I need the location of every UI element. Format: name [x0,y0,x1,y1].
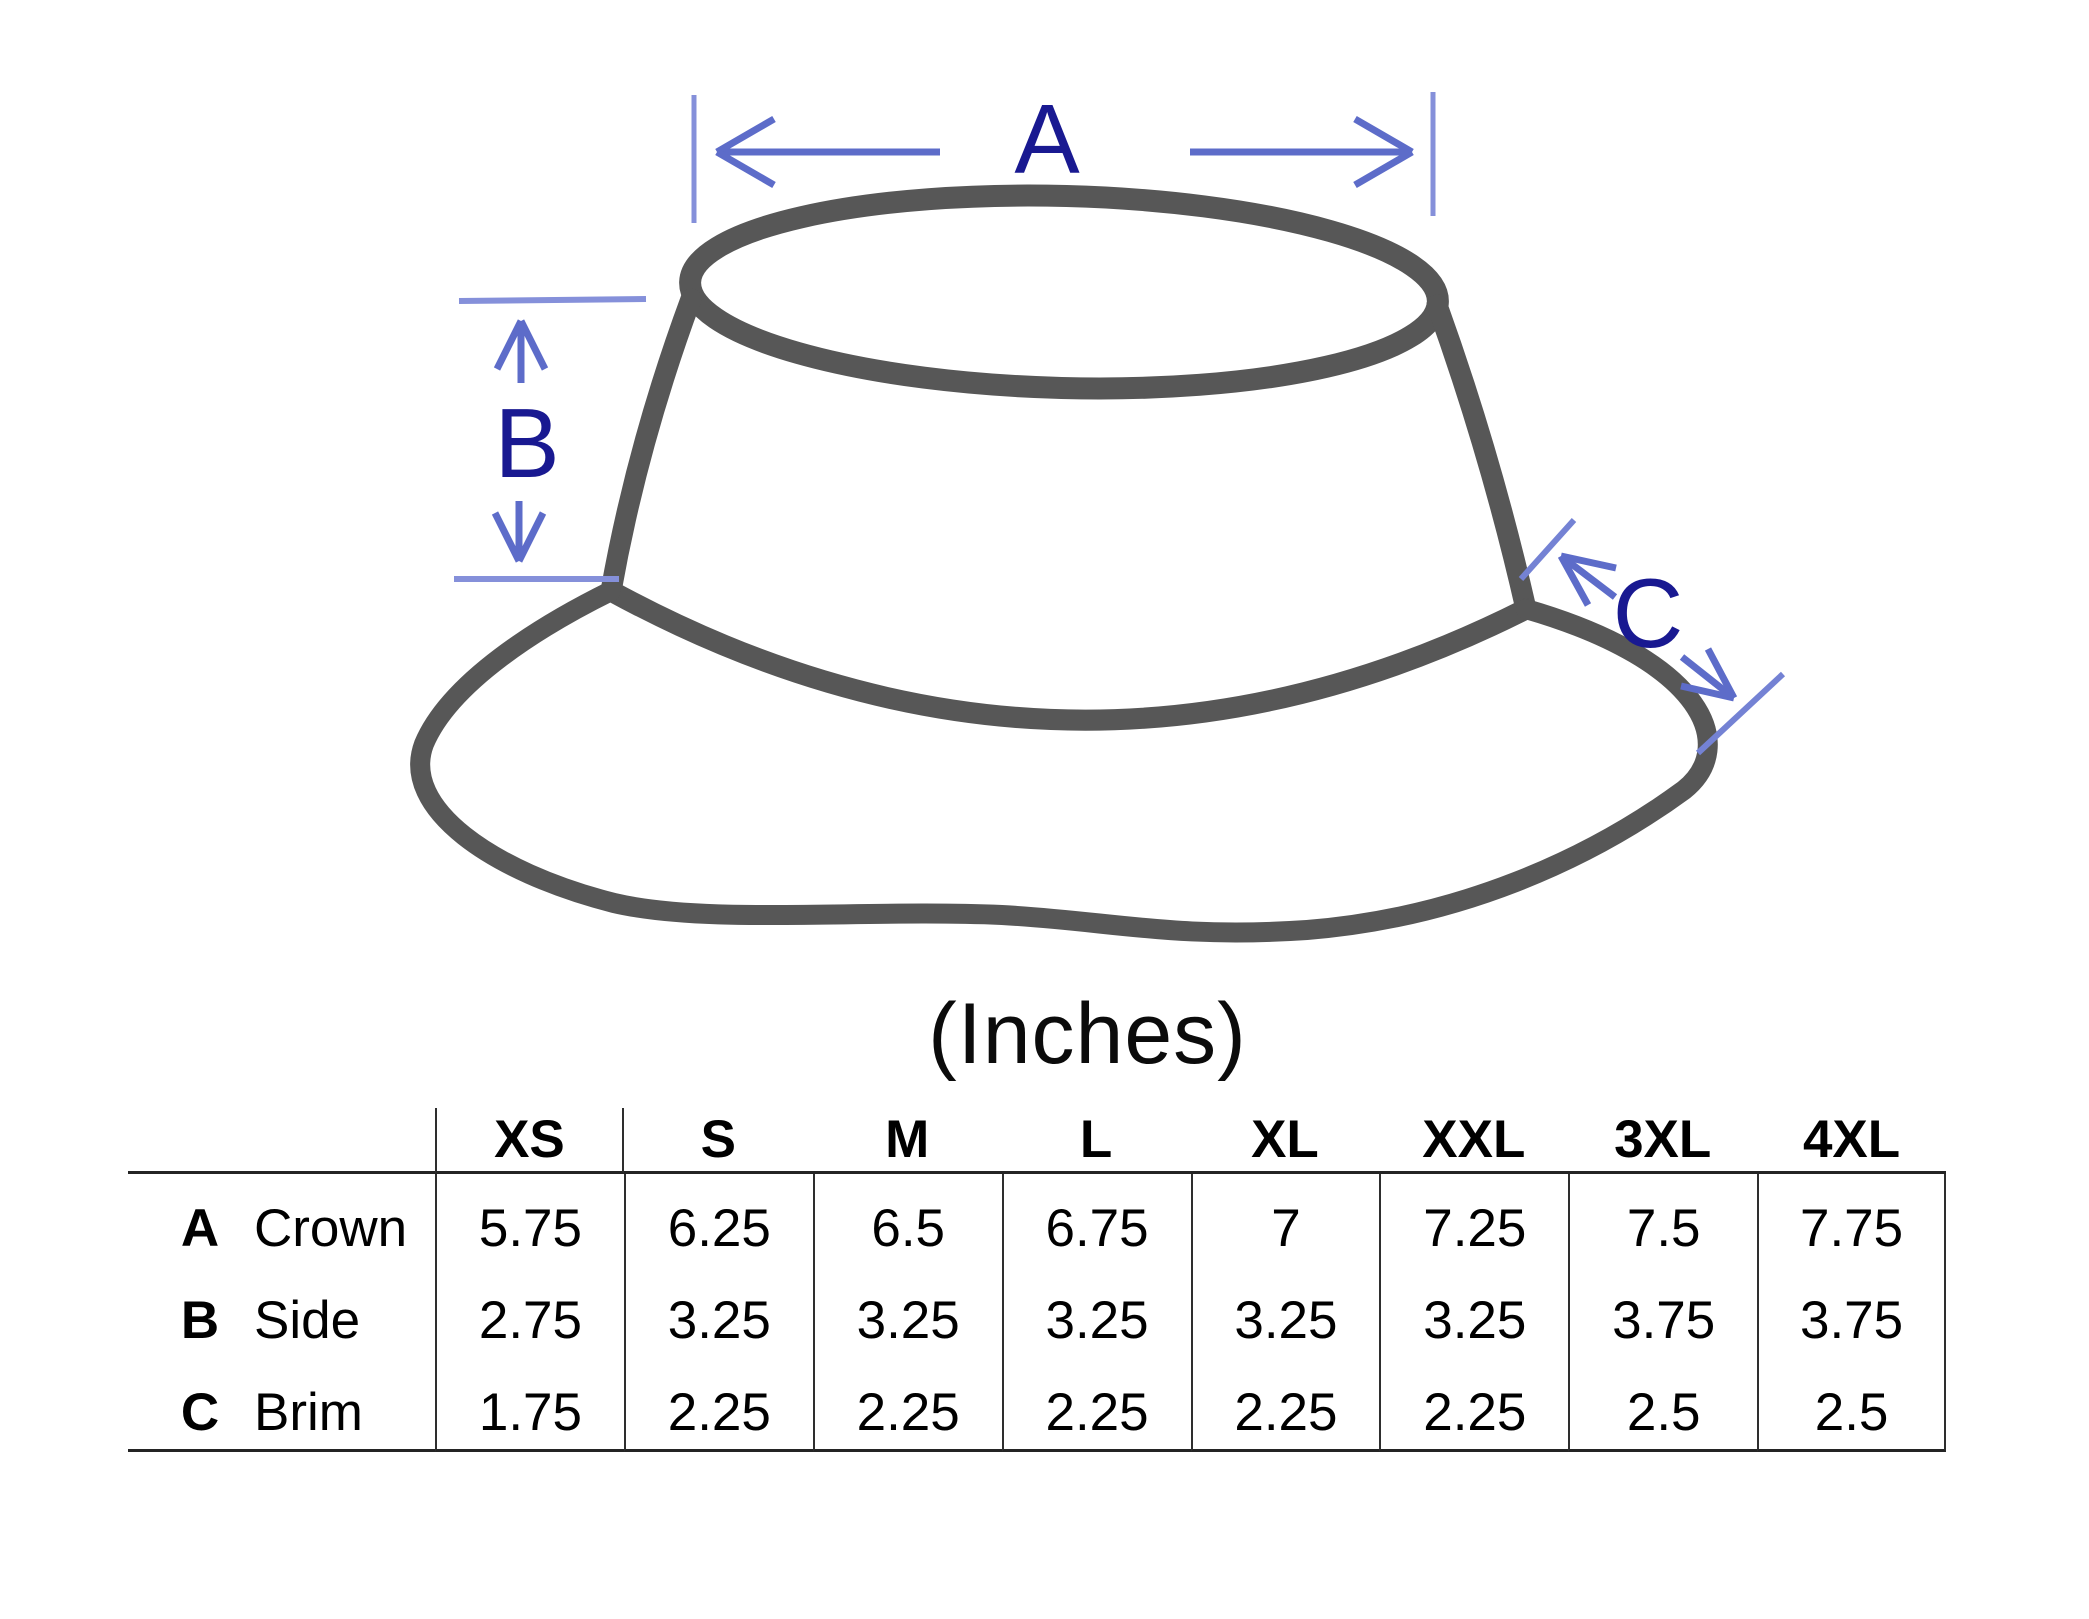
table-cell-brim-xxl: 2.25 [1379,1359,1569,1452]
row-letter: A [180,1198,220,1258]
table-cell-crown-xl: 7 [1190,1174,1380,1267]
table-cell-brim-xl: 2.25 [1190,1359,1380,1452]
table-cell-brim-xs: 1.75 [435,1359,624,1452]
table-cell-crown-xs: 5.75 [435,1174,624,1267]
table-cell-brim-3xl: 2.5 [1568,1359,1758,1452]
column-header-m: M [812,1108,1002,1174]
row-letter: B [180,1291,220,1351]
row-name: Brim [254,1382,363,1442]
column-header-xs: XS [435,1108,624,1174]
row-header-brim: C Brim [128,1359,435,1452]
dimension-c-upper-tick-icon [1518,517,1577,582]
table-cell-brim-4xl: 2.5 [1757,1359,1946,1452]
table-cell-crown-s: 6.25 [623,1174,813,1267]
column-header-3xl: 3XL [1568,1108,1758,1174]
table-cell-side-xl: 3.25 [1190,1266,1380,1360]
row-letter: C [180,1382,220,1442]
table-cell-side-xxl: 3.25 [1379,1266,1568,1360]
page-title: (Inches) [928,986,1247,1082]
size-table: XS S M L XL XXL 3XL 4XL A Crown 5.75 6.2… [128,1108,1946,1452]
table-cell-brim-s: 2.25 [623,1359,813,1452]
table-cell-side-m: 3.25 [812,1266,1002,1360]
column-header-xxl: XXL [1379,1108,1569,1174]
dimension-b-label: B [494,388,559,498]
row-name: Crown [254,1198,408,1258]
column-header-l: L [1001,1108,1191,1174]
dimension-c-lower-arrow-icon [1679,647,1738,702]
column-header-s: S [623,1108,813,1174]
dimension-a: A [691,84,1436,223]
hat-crown-bottom-arc [600,580,1537,731]
table-cell-side-4xl: 3.75 [1757,1266,1946,1360]
dimension-c: C [1518,517,1786,756]
table-cell-side-s: 3.25 [623,1266,813,1360]
column-header-xl: XL [1190,1108,1380,1174]
table-cell-side-l: 3.25 [1001,1266,1191,1360]
hat-crown-right-side [1426,294,1537,620]
dimension-a-label: A [1014,84,1080,194]
row-header-side: B Side [128,1267,435,1360]
hat-outline [410,184,1718,943]
table-cell-side-3xl: 3.75 [1568,1266,1757,1360]
row-name: Side [254,1291,361,1351]
table-cell-crown-3xl: 7.5 [1568,1174,1757,1267]
hat-crown-opening [679,184,1449,400]
table-cell-side-xs: 2.75 [435,1266,624,1360]
row-header-crown: A Crown [128,1174,435,1267]
dimension-c-label: C [1613,558,1684,668]
table-cell-crown-l: 6.75 [1001,1174,1191,1267]
table-cell-brim-m: 2.25 [812,1359,1002,1452]
dimension-c-lower-tick-icon [1695,671,1786,756]
dimension-b-top-tick-icon [458,296,647,304]
table-cell-crown-4xl: 7.75 [1757,1174,1946,1267]
dimension-a-right-arrow-icon [1190,115,1414,189]
dimension-b-up-arrow-icon [493,319,549,383]
hat-brim [410,581,1718,943]
dimension-c-upper-arrow-icon [1557,552,1618,607]
dimension-b-down-arrow-icon [491,501,547,563]
table-cell-brim-l: 2.25 [1001,1359,1191,1452]
hat-crown-left-side [600,288,702,602]
column-header-4xl: 4XL [1757,1108,1946,1174]
table-corner-cell [128,1108,435,1174]
table-cell-crown-xxl: 7.25 [1379,1174,1568,1267]
dimension-b: B [454,296,647,582]
table-cell-crown-m: 6.5 [812,1174,1002,1267]
dimension-a-left-arrow-icon [715,115,940,189]
